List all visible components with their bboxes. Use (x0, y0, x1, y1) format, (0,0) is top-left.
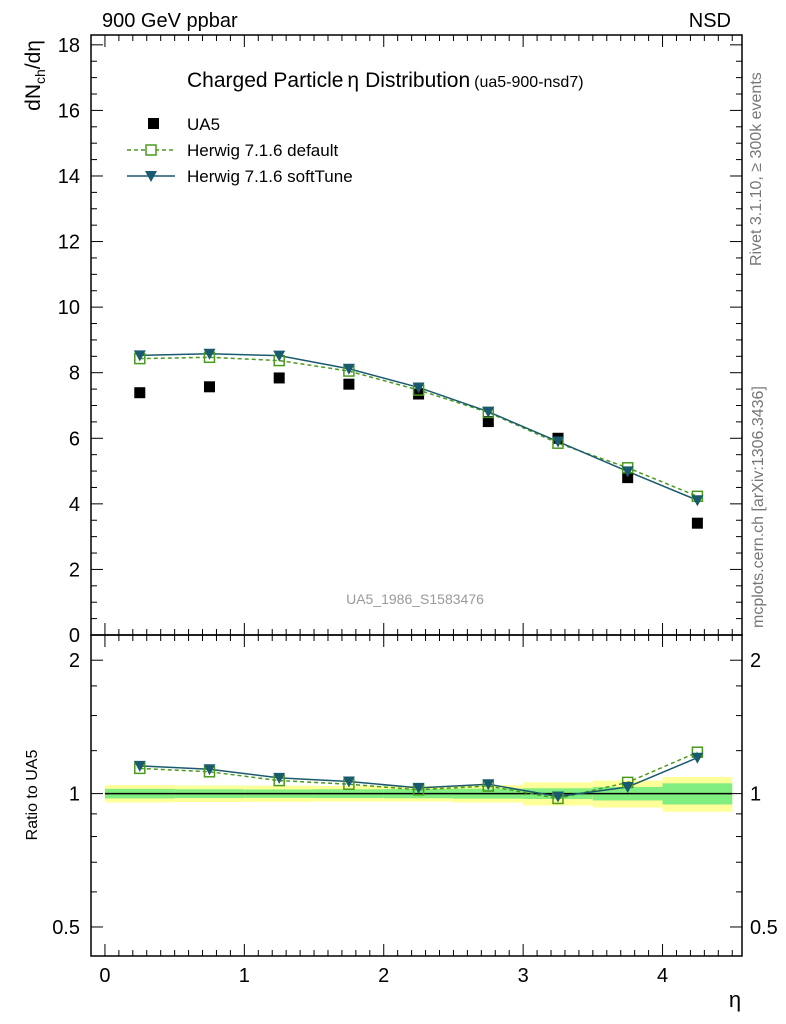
ratio-xtick-label: 2 (378, 965, 389, 987)
series-2-point (551, 436, 564, 448)
x-axis-label: η (729, 987, 741, 1012)
main-ytick-label: 0 (69, 625, 80, 647)
ratio-1-point (133, 760, 146, 772)
legend-default-marker (145, 144, 157, 156)
legend-ua5-label: UA5 (187, 115, 220, 134)
mcplots-credit-text: mcplots.cern.ch [arXiv:1306.3436] (750, 386, 767, 628)
chart-title-tail: Distribution (365, 69, 470, 92)
series-line-2 (139, 352, 698, 501)
legend-softtune-marker (145, 171, 157, 182)
ratio-ytick-label-left: 2 (69, 650, 80, 672)
series-0-point (343, 378, 355, 390)
main-ytick-label: 12 (58, 232, 80, 254)
series-2-point (203, 348, 216, 360)
header-left: 900 GeV ppbar (102, 10, 238, 32)
series-0-point (134, 387, 146, 399)
legend: UA5 Herwig 7.1.6 default Herwig 7.1.6 so… (127, 115, 353, 186)
ratio-xtick-label: 1 (239, 965, 250, 987)
series-2-point (482, 406, 495, 418)
main-plot-area (133, 348, 704, 529)
ratio-line-0 (139, 751, 698, 800)
series-0-point (622, 472, 634, 484)
ratio-xtick-label: 0 (99, 965, 110, 987)
main-ytick-label: 10 (58, 297, 80, 319)
series-2-point (273, 350, 286, 362)
header-right: NSD (689, 10, 731, 32)
ratio-ytick-label-left: 0.5 (52, 917, 80, 939)
series-0-point (203, 381, 215, 393)
series-2-point (412, 382, 425, 394)
chart-title-sub: (ua5-900-nsd7) (474, 74, 583, 91)
series-0-point (413, 388, 425, 400)
legend-default-label: Herwig 7.1.6 default (187, 141, 338, 160)
main-ylabel-text: dN (22, 84, 45, 111)
main-ytick-label: 18 (58, 35, 80, 57)
main-ytick-label: 16 (58, 100, 80, 122)
main-ylabel: dNch/dη (22, 40, 48, 111)
main-ylabel-sub: ch (32, 69, 48, 84)
chart-title-symbol: η (347, 69, 359, 92)
series-2-point (691, 495, 704, 507)
ratio-frame (90, 634, 743, 957)
main-ytick-label: 2 (69, 559, 80, 581)
ratio-1-point (203, 764, 216, 776)
main-ytick-label: 14 (58, 166, 80, 188)
ratio-1-point (482, 779, 495, 791)
ratio-1-point (621, 781, 634, 793)
ratio-1-point (273, 772, 286, 784)
ratio-plot-area (104, 746, 733, 812)
series-0-point (691, 517, 703, 529)
series-2-point (621, 466, 634, 478)
ratio-axis-ticks: 0.5 0.5 1 1 2 2 0 1 2 3 4 (52, 635, 778, 987)
rivet-version-text: Rivet 3.1.10, ≥ 300k events (748, 72, 765, 266)
series-line-1 (139, 356, 698, 498)
ratio-ytick-label-right: 0.5 (750, 917, 778, 939)
main-ylabel-tail: /dη (22, 40, 45, 69)
main-ytick-label: 8 (69, 363, 80, 385)
main-ytick-label: 6 (69, 428, 80, 450)
series-2-point (133, 350, 146, 362)
main-axis-ticks: 0 2 4 6 8 10 12 14 16 18 (58, 35, 742, 647)
series-0-point (273, 372, 285, 384)
main-ytick-label: 4 (69, 494, 80, 516)
legend-ua5-marker (148, 118, 159, 129)
ratio-1-point (412, 782, 425, 794)
ratio-xtick-label: 3 (518, 965, 529, 987)
ratio-ytick-label-right: 2 (750, 650, 761, 672)
ratio-ytick-label-right: 1 (750, 784, 761, 806)
chart-title-text: Charged Particle (187, 69, 343, 92)
series-0-point (482, 416, 494, 428)
ratio-xtick-label: 4 (657, 965, 668, 987)
ratio-1-point (342, 776, 355, 788)
ratio-panel: 0.5 0.5 1 1 2 2 0 1 2 3 4 Ratio to UA5 η (24, 634, 778, 1012)
ratio-ylabel: Ratio to UA5 (24, 750, 41, 841)
chart-title: Charged Particle η Distribution (ua5-900-ns… (187, 69, 584, 92)
legend-softtune-label: Herwig 7.1.6 softTune (187, 167, 353, 186)
ratio-1-point (691, 752, 704, 764)
main-panel: 0 2 4 6 8 10 12 14 16 18 Charged Particle η Distrib… (22, 34, 743, 647)
analysis-watermark: UA5_1986_S1583476 (346, 591, 484, 607)
ratio-1-point (551, 791, 564, 803)
ratio-ytick-label-left: 1 (69, 784, 80, 806)
series-2-point (342, 363, 355, 375)
